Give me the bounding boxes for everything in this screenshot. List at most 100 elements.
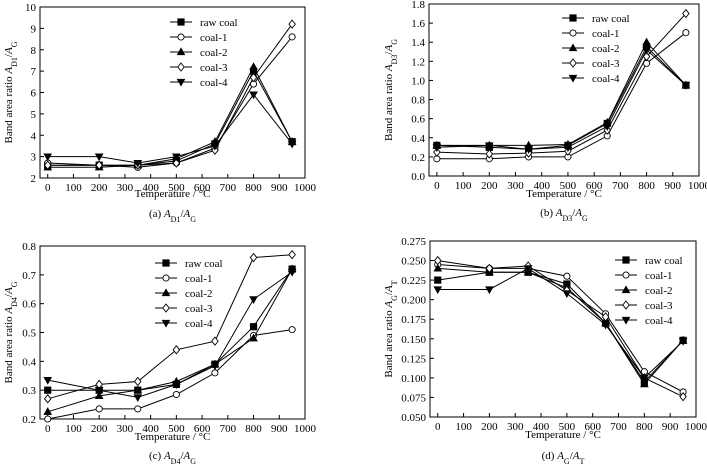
series-coal-2 <box>43 264 297 415</box>
x-tick-label: 800 <box>245 182 262 194</box>
x-tick-label: 600 <box>584 421 601 433</box>
x-tick-label: 700 <box>220 423 237 435</box>
legend-label: raw coal <box>185 258 223 270</box>
data-point <box>249 62 258 70</box>
legend-marker <box>177 18 185 26</box>
x-tick-label: 100 <box>455 180 472 192</box>
y-tick-label: 0.250 <box>401 256 426 268</box>
y-tick-label: 0.8 <box>22 241 36 253</box>
data-point <box>642 37 651 46</box>
data-point <box>563 144 573 152</box>
x-axis-label: Temperature / °C <box>526 188 602 200</box>
data-point <box>44 415 52 423</box>
y-tick-label: 0.3 <box>22 385 36 397</box>
legend-marker <box>176 78 186 87</box>
x-tick-label: 800 <box>638 180 655 192</box>
legend-marker <box>162 274 170 282</box>
data-point <box>172 158 181 168</box>
legend: raw coal coal-1 coal-2 coal-3 coal-4 <box>155 258 223 330</box>
legend-label: coal-1 <box>592 28 619 40</box>
data-point <box>172 390 180 399</box>
series-coal-4 <box>433 265 688 383</box>
x-tick-label: 700 <box>612 180 629 192</box>
y-tick-label: 3 <box>31 152 37 164</box>
data-point <box>249 252 258 263</box>
legend-marker <box>622 256 630 264</box>
y-tick-label: 1.2 <box>411 56 425 68</box>
data-point <box>433 263 443 272</box>
x-tick-label: 900 <box>271 182 288 194</box>
series-coal-4 <box>43 91 297 168</box>
y-tick-label: 0.4 <box>411 133 425 145</box>
data-point <box>94 153 104 162</box>
data-point <box>249 72 258 83</box>
y-axis-label: Band area ratio AD1/AG <box>3 41 19 143</box>
y-tick-label: 1.6 <box>411 18 425 30</box>
x-tick-label: 700 <box>220 182 237 194</box>
x-tick-label: 300 <box>117 182 134 194</box>
y-tick-label: 0.6 <box>22 299 36 311</box>
x-tick-label: 200 <box>481 180 498 192</box>
series-coal-1 <box>433 29 690 163</box>
y-tick-label: 1.8 <box>411 0 425 11</box>
legend-label: coal-3 <box>185 303 213 315</box>
y-tick-label: 2 <box>31 173 37 185</box>
y-tick-label: 0.100 <box>401 373 426 385</box>
y-tick-label: 10 <box>25 2 37 14</box>
data-point <box>563 272 571 280</box>
y-tick-label: 0.200 <box>401 295 426 307</box>
series-line <box>47 329 293 420</box>
legend-label: coal-1 <box>185 273 212 285</box>
legend-label: coal-3 <box>200 62 228 74</box>
x-tick-label: 900 <box>271 423 288 435</box>
legend-marker <box>569 58 577 68</box>
series-line <box>436 13 687 155</box>
x-tick-label: 500 <box>559 421 576 433</box>
legend: raw coal coal-1 coal-2 coal-3 coal-4 <box>562 13 630 85</box>
legend-label: raw coal <box>645 255 683 267</box>
series-coal-4 <box>43 268 297 402</box>
legend-marker <box>161 319 171 328</box>
x-tick-label: 700 <box>610 421 627 433</box>
x-tick-label: 300 <box>117 423 134 435</box>
data-point <box>432 144 442 152</box>
y-tick-label: 5 <box>31 109 37 121</box>
data-point <box>640 374 649 383</box>
series-coal-1 <box>44 326 296 423</box>
legend-marker <box>177 62 185 72</box>
legend-label: coal-3 <box>592 58 620 70</box>
legend-label: coal-2 <box>592 43 619 55</box>
x-tick-label: 0 <box>45 423 51 435</box>
x-tick-label: 600 <box>194 423 211 435</box>
y-tick-label: 0.0 <box>411 171 425 183</box>
y-tick-label: 0.6 <box>411 114 425 126</box>
data-point <box>485 286 494 295</box>
y-tick-label: 0.075 <box>401 392 426 404</box>
y-tick-label: 0.150 <box>401 334 426 346</box>
x-tick-label: 100 <box>455 421 472 433</box>
x-tick-label: 0 <box>434 180 440 192</box>
data-point <box>681 82 691 90</box>
data-point <box>288 249 296 260</box>
x-axis-label: Temperature / °C <box>135 188 211 200</box>
data-point <box>642 46 651 55</box>
data-point <box>562 290 572 299</box>
x-tick-label: 800 <box>636 421 653 433</box>
x-tick-label: 400 <box>533 180 550 192</box>
data-point <box>211 369 219 377</box>
y-tick-label: 0.225 <box>401 275 426 287</box>
x-tick-label: 300 <box>507 180 524 192</box>
y-tick-label: 0.275 <box>401 236 426 248</box>
data-point <box>524 146 533 154</box>
y-tick-label: 4 <box>31 130 37 142</box>
y-tick-label: 0.175 <box>401 314 426 326</box>
series-raw-coal <box>44 67 296 169</box>
x-tick-label: 400 <box>142 423 159 435</box>
legend: raw coal coal-1 coal-2 coal-3 coal-4 <box>615 255 683 327</box>
data-point <box>485 263 494 274</box>
data-point <box>95 405 103 413</box>
legend-marker <box>621 316 631 325</box>
data-point <box>484 142 494 151</box>
x-axis-label: Temperature / °C <box>525 429 601 441</box>
